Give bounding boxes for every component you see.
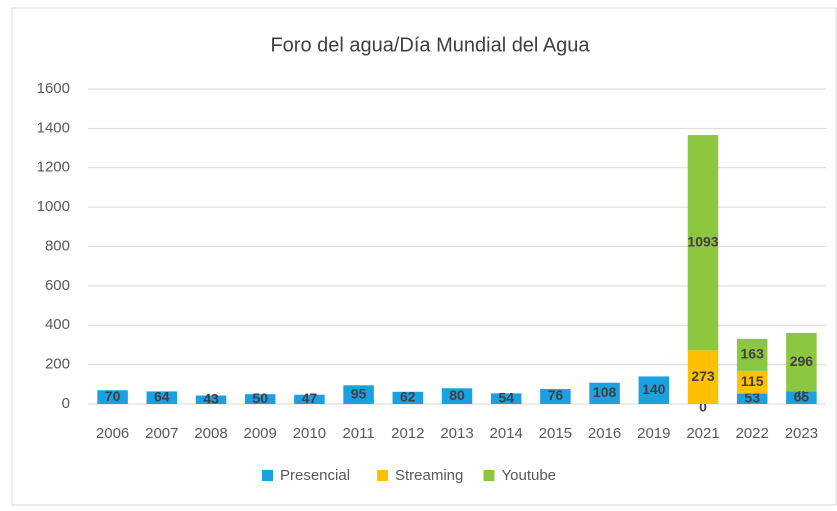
data-label: 47 bbox=[302, 390, 318, 406]
x-tick-label: 2012 bbox=[391, 425, 424, 442]
data-label: 140 bbox=[642, 381, 666, 397]
data-label: 70 bbox=[105, 388, 121, 404]
data-label: 64 bbox=[154, 388, 170, 404]
bar-segment bbox=[589, 382, 620, 404]
x-tick-label: 2007 bbox=[145, 425, 178, 442]
data-label: 76 bbox=[548, 387, 564, 403]
y-tick-label: 1400 bbox=[37, 119, 70, 136]
legend-label: Streaming bbox=[395, 467, 463, 484]
data-label: 62 bbox=[400, 389, 416, 405]
data-label: 296 bbox=[790, 353, 814, 369]
bar-segment bbox=[490, 393, 522, 404]
bar-segment bbox=[687, 135, 719, 351]
legend-label: Youtube bbox=[502, 467, 557, 484]
legend-swatch bbox=[483, 470, 495, 481]
x-tick-label: 2013 bbox=[440, 425, 473, 442]
x-tick-label: 2014 bbox=[490, 425, 523, 442]
data-label: 43 bbox=[203, 390, 219, 406]
bar-segment bbox=[195, 395, 227, 404]
data-label: 273 bbox=[691, 368, 715, 384]
bar-segment bbox=[146, 391, 178, 404]
legend-swatch bbox=[262, 470, 273, 481]
data-label: 163 bbox=[741, 346, 765, 362]
data-label: 95 bbox=[351, 385, 367, 401]
y-tick-label: 600 bbox=[45, 277, 70, 294]
y-tick-label: 1200 bbox=[37, 159, 70, 176]
x-tick-label: 2009 bbox=[244, 425, 277, 442]
bar-segment bbox=[736, 370, 768, 394]
data-label: 50 bbox=[252, 390, 268, 406]
bar-segment bbox=[786, 332, 817, 392]
bar-segment bbox=[687, 350, 719, 404]
data-label: 54 bbox=[498, 389, 514, 405]
data-label: 115 bbox=[741, 373, 764, 389]
bar-segment bbox=[638, 376, 670, 404]
bar-segment bbox=[294, 394, 325, 404]
data-label: 108 bbox=[593, 384, 617, 400]
y-tick-label: 200 bbox=[45, 356, 70, 373]
x-tick-label: 2011 bbox=[342, 425, 374, 442]
x-tick-label: 2006 bbox=[96, 425, 129, 442]
bar-segment bbox=[736, 393, 768, 404]
legend-swatch bbox=[377, 470, 388, 481]
bar-segment bbox=[244, 394, 276, 404]
bar-segment bbox=[343, 385, 374, 404]
bar-segment bbox=[540, 389, 571, 404]
x-tick-label: 2008 bbox=[194, 425, 227, 442]
y-tick-label: 800 bbox=[45, 237, 70, 254]
bar-segment bbox=[392, 391, 424, 404]
y-tick-label: 400 bbox=[45, 316, 70, 333]
x-tick-label: 2022 bbox=[736, 425, 769, 442]
data-label: 0 bbox=[798, 386, 806, 402]
chart-title: Foro del agua/Día Mundial del Agua bbox=[270, 34, 590, 56]
x-tick-label: 2010 bbox=[293, 425, 326, 442]
y-tick-label: 1000 bbox=[37, 198, 70, 215]
bar-segment bbox=[786, 391, 817, 404]
y-tick-label: 1600 bbox=[37, 80, 70, 97]
x-tick-label: 2019 bbox=[637, 425, 670, 442]
x-tick-label: 2016 bbox=[588, 425, 621, 442]
y-tick-label: 0 bbox=[62, 395, 70, 412]
legend-label: Presencial bbox=[280, 467, 350, 484]
x-tick-label: 2021 bbox=[686, 425, 719, 442]
bar-segment bbox=[736, 338, 768, 371]
data-label: 0 bbox=[699, 399, 707, 415]
data-label: 65 bbox=[794, 388, 810, 404]
bar-segment bbox=[97, 390, 128, 404]
data-label: 80 bbox=[449, 387, 465, 403]
bar-segment bbox=[441, 388, 473, 404]
data-label: 1093 bbox=[687, 233, 718, 249]
x-tick-label: 2015 bbox=[539, 425, 572, 442]
x-tick-label: 2023 bbox=[785, 425, 818, 442]
